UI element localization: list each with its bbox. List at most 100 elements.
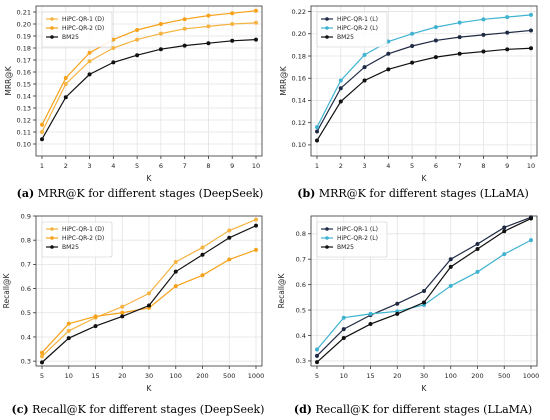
x-tick-label: 10 <box>252 162 260 170</box>
data-point <box>410 60 415 65</box>
caption-a: (a) MRR@K for different stages (DeepSeek… <box>10 187 270 200</box>
x-tick-label: 5 <box>315 372 319 380</box>
legend-swatch-marker <box>50 245 54 249</box>
data-point <box>362 65 367 70</box>
x-axis-label: K <box>147 384 153 393</box>
y-tick-label: 0.18 <box>17 44 31 52</box>
caption-c: (c) Recall@K for different stages (DeepS… <box>4 403 272 416</box>
legend-entry-2: BM25 <box>337 244 354 251</box>
legend-box <box>316 11 388 48</box>
data-point <box>341 327 346 332</box>
y-tick-label: 0.5 <box>21 309 31 317</box>
data-point <box>529 12 533 17</box>
data-point <box>147 291 151 296</box>
chart-panel-d: 5 10 15 20 30 100 200 500 1000 0.3 0.4 0.5 0.6 0.7 0.8… <box>275 210 550 420</box>
y-tick-label: 0.6 <box>21 285 31 293</box>
x-tick-label: 15 <box>366 372 374 380</box>
x-tick-label: 100 <box>445 372 457 380</box>
data-point <box>87 50 92 55</box>
y-tick-label: 0.3 <box>296 357 306 365</box>
x-tick-label: 1000 <box>248 372 265 380</box>
data-point <box>254 8 258 13</box>
data-point <box>111 60 116 65</box>
legend-swatch-marker <box>50 17 54 21</box>
y-tick-label: 0.8 <box>21 236 31 244</box>
y-tick-label: 0.6 <box>296 281 306 289</box>
data-point <box>433 55 438 60</box>
x-tick-label: 5 <box>410 162 414 170</box>
x-axis-label: K <box>422 384 428 393</box>
data-point <box>63 82 68 86</box>
legend-swatch-marker <box>50 236 54 240</box>
caption-c-text: Recall@K for different stages (DeepSeek) <box>32 403 265 416</box>
caption-c-letter: (c) <box>11 403 29 416</box>
y-tick-label: 0.20 <box>17 20 31 28</box>
x-tick-label: 1000 <box>523 372 540 380</box>
data-point <box>40 360 44 365</box>
y-axis-label: Recall@K <box>277 273 286 309</box>
y-tick-label: 0.10 <box>17 140 31 148</box>
data-point <box>315 347 319 352</box>
x-tick-label: 9 <box>505 162 509 170</box>
x-tick-label: 200 <box>471 372 483 380</box>
y-tick-label: 0.12 <box>17 116 31 124</box>
data-point <box>502 225 507 230</box>
data-point <box>40 350 44 355</box>
data-point <box>120 310 125 315</box>
x-tick-label: 4 <box>111 162 115 170</box>
data-point <box>254 217 258 222</box>
data-point <box>529 46 533 51</box>
x-tick-label: 4 <box>386 162 390 170</box>
data-point <box>362 78 367 83</box>
x-tick-label: 10 <box>65 372 73 380</box>
data-point <box>206 13 211 18</box>
legend-entry-1: HiPC-QR-2 (D) <box>62 235 104 242</box>
data-point <box>433 25 438 30</box>
y-tick-label: 0.3 <box>21 357 31 365</box>
x-axis-label: K <box>147 174 153 183</box>
y-tick-label: 0.20 <box>292 30 306 38</box>
data-point <box>475 241 480 246</box>
data-point <box>315 138 319 143</box>
data-point <box>254 223 258 228</box>
caption-a-text: MRR@K for different stages (DeepSeek) <box>37 187 264 200</box>
data-point <box>410 44 415 48</box>
data-point <box>40 137 44 142</box>
data-point <box>505 30 510 35</box>
y-tick-label: 0.11 <box>17 128 31 136</box>
data-point <box>87 72 92 77</box>
data-point <box>422 289 426 293</box>
x-tick-label: 100 <box>170 372 182 380</box>
x-tick-label: 200 <box>196 372 208 380</box>
x-tick-label: 5 <box>135 162 139 170</box>
legend-entry-0: HiPC-QR-1 (L) <box>337 16 378 23</box>
data-point <box>135 28 140 32</box>
data-point <box>529 216 533 221</box>
x-tick-label: 10 <box>527 162 535 170</box>
data-point <box>206 24 211 29</box>
data-point <box>40 122 44 127</box>
x-tick-label: 6 <box>159 162 163 170</box>
data-point <box>433 38 438 43</box>
plot-frame <box>35 5 263 157</box>
y-axis-label: MRR@K <box>279 65 288 95</box>
data-point <box>66 328 71 333</box>
data-point <box>315 125 319 130</box>
caption-d-letter: (d) <box>293 403 312 416</box>
data-point <box>410 31 415 36</box>
data-point <box>505 47 510 52</box>
data-point <box>227 228 232 233</box>
caption-d-text: Recall@K for different stages (LLaMA) <box>315 403 533 416</box>
data-point <box>93 324 98 329</box>
data-point <box>368 311 373 316</box>
data-point <box>475 247 480 252</box>
data-point <box>120 304 125 309</box>
y-tick-label: 0.7 <box>296 256 306 264</box>
legend-entry-2: BM25 <box>62 34 79 41</box>
x-tick-label: 500 <box>223 372 235 380</box>
legend-swatch-marker <box>325 26 329 30</box>
data-point <box>254 20 258 25</box>
x-tick-label: 2 <box>64 162 68 170</box>
caption-d: (d) Recall@K for different stages (LLaMA… <box>279 403 547 416</box>
y-tick-label: 0.15 <box>17 80 31 88</box>
